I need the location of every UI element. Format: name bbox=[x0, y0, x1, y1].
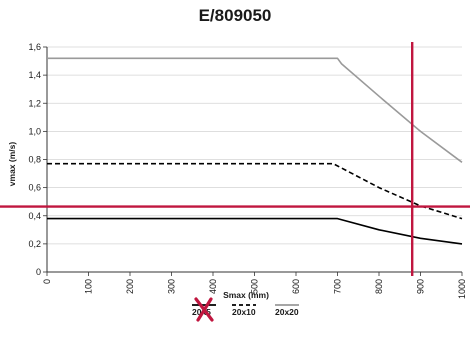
y-tick-label: 1,4 bbox=[28, 70, 41, 80]
reference-lines bbox=[0, 42, 470, 276]
legend: 20x5 20x10 20x20 bbox=[192, 299, 299, 320]
series-line-20x5 bbox=[47, 219, 462, 244]
x-tick-label: 1000 bbox=[457, 279, 467, 299]
axes bbox=[43, 47, 462, 276]
x-tick-label: 0 bbox=[42, 279, 52, 284]
y-axis-label: vmax (m/s) bbox=[7, 142, 17, 187]
grid-lines bbox=[47, 47, 462, 272]
series-line-20x20 bbox=[47, 58, 462, 162]
y-tick-labels: 0 0,2 0,4 0,6 0,8 1,0 1,2 1,4 1,6 bbox=[28, 42, 41, 277]
y-tick-label: 1,2 bbox=[28, 98, 41, 108]
y-tick-label: 0 bbox=[36, 267, 41, 277]
x-tick-label: 300 bbox=[167, 279, 177, 294]
x-tick-label: 100 bbox=[84, 279, 94, 294]
y-tick-label: 0,6 bbox=[28, 183, 41, 193]
legend-label-20x20: 20x20 bbox=[275, 307, 299, 317]
x-tick-label: 600 bbox=[291, 279, 301, 294]
series-line-20x10 bbox=[47, 164, 462, 219]
x-tick-label: 900 bbox=[416, 279, 426, 294]
y-tick-label: 0,8 bbox=[28, 155, 41, 165]
y-tick-label: 0,2 bbox=[28, 239, 41, 249]
x-tick-label: 700 bbox=[333, 279, 343, 294]
y-tick-label: 0,4 bbox=[28, 211, 41, 221]
x-tick-label: 200 bbox=[125, 279, 135, 294]
y-tick-label: 1,0 bbox=[28, 126, 41, 136]
legend-label-20x10: 20x10 bbox=[232, 307, 256, 317]
y-tick-label: 1,6 bbox=[28, 42, 41, 52]
x-tick-label: 400 bbox=[208, 279, 218, 294]
x-axis-label: Smax (mm) bbox=[223, 290, 269, 300]
x-tick-label: 800 bbox=[374, 279, 384, 294]
